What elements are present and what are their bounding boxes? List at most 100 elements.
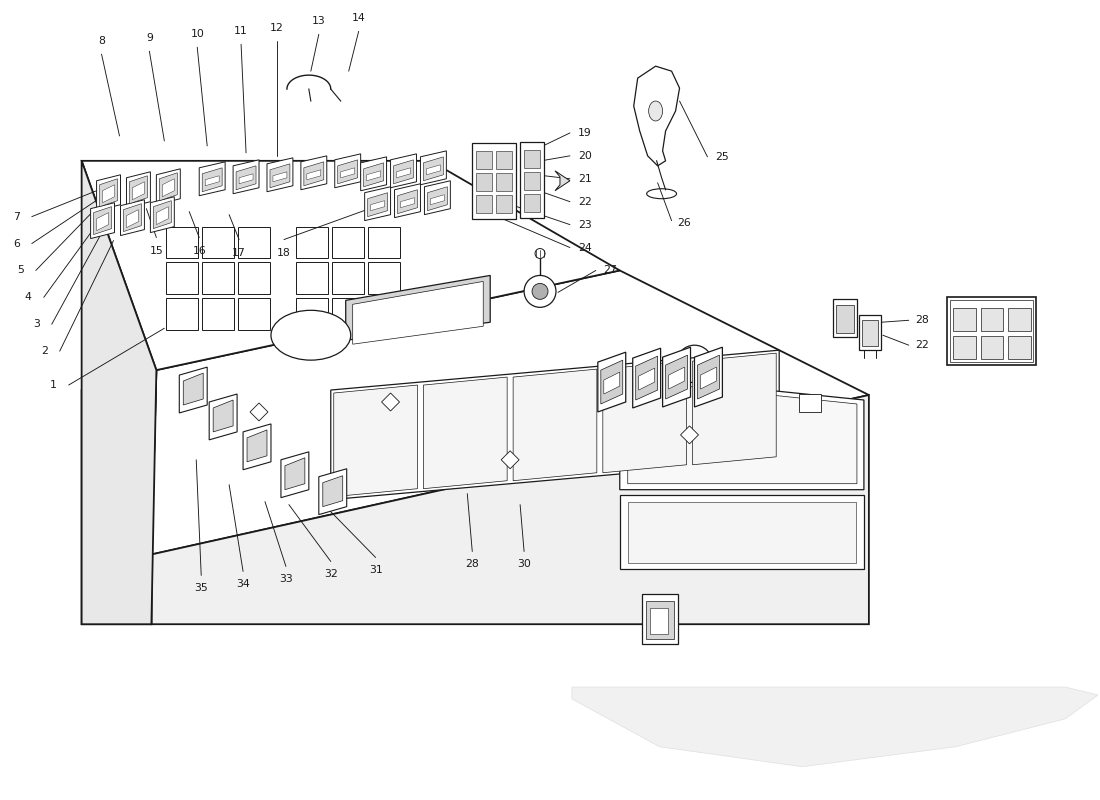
Bar xyxy=(166,262,198,294)
Text: 13: 13 xyxy=(312,16,326,26)
Text: 29: 29 xyxy=(987,320,1000,330)
Text: 27: 27 xyxy=(603,266,617,275)
Polygon shape xyxy=(94,206,111,234)
Polygon shape xyxy=(126,172,151,208)
Bar xyxy=(520,142,544,218)
Polygon shape xyxy=(382,393,399,411)
Bar xyxy=(202,262,234,294)
Polygon shape xyxy=(632,348,661,408)
Polygon shape xyxy=(364,186,390,221)
Polygon shape xyxy=(209,394,238,440)
Text: eurospares: eurospares xyxy=(140,454,368,489)
Polygon shape xyxy=(338,160,358,184)
Polygon shape xyxy=(307,170,321,180)
Text: 8: 8 xyxy=(98,36,104,46)
Polygon shape xyxy=(243,424,271,470)
Bar xyxy=(833,299,857,338)
Polygon shape xyxy=(366,170,381,181)
Polygon shape xyxy=(430,194,444,205)
Bar xyxy=(238,226,270,258)
Bar xyxy=(646,602,673,639)
Polygon shape xyxy=(301,156,327,190)
Polygon shape xyxy=(400,198,415,208)
Polygon shape xyxy=(285,458,305,490)
Polygon shape xyxy=(619,375,864,490)
Bar xyxy=(332,262,364,294)
Bar xyxy=(296,226,328,258)
Polygon shape xyxy=(236,166,256,190)
Bar xyxy=(1009,336,1032,359)
Polygon shape xyxy=(163,178,174,197)
Text: 30: 30 xyxy=(517,559,531,570)
Polygon shape xyxy=(184,373,204,405)
Polygon shape xyxy=(666,355,688,399)
Bar xyxy=(524,194,540,212)
Bar xyxy=(202,226,234,258)
Text: 24: 24 xyxy=(578,242,592,253)
Polygon shape xyxy=(280,452,309,498)
Text: 33: 33 xyxy=(279,574,293,584)
Polygon shape xyxy=(213,400,233,432)
Polygon shape xyxy=(97,174,121,210)
Text: 18: 18 xyxy=(277,247,290,258)
Bar xyxy=(202,298,234,330)
Polygon shape xyxy=(603,361,686,473)
Polygon shape xyxy=(179,367,207,413)
Polygon shape xyxy=(100,178,118,206)
Bar xyxy=(332,298,364,330)
Polygon shape xyxy=(341,168,354,178)
Polygon shape xyxy=(156,169,180,205)
Bar xyxy=(476,151,492,169)
Polygon shape xyxy=(206,176,219,186)
Polygon shape xyxy=(639,368,654,390)
Polygon shape xyxy=(424,377,507,489)
Polygon shape xyxy=(81,161,156,624)
Text: 9: 9 xyxy=(146,34,153,43)
Polygon shape xyxy=(390,154,417,188)
Polygon shape xyxy=(693,353,777,465)
Polygon shape xyxy=(420,151,447,185)
Text: 20: 20 xyxy=(578,151,592,161)
Text: 26: 26 xyxy=(678,218,691,228)
Circle shape xyxy=(524,275,556,307)
Polygon shape xyxy=(81,161,619,370)
Polygon shape xyxy=(425,181,450,214)
Polygon shape xyxy=(697,355,719,399)
Bar xyxy=(296,262,328,294)
Polygon shape xyxy=(601,360,623,404)
Bar xyxy=(166,298,198,330)
Polygon shape xyxy=(153,201,172,229)
Bar xyxy=(332,226,364,258)
Polygon shape xyxy=(681,426,698,444)
Text: 4: 4 xyxy=(25,292,32,302)
Bar xyxy=(980,336,1003,359)
Bar xyxy=(166,226,198,258)
Polygon shape xyxy=(273,172,287,182)
Bar xyxy=(496,173,513,190)
Polygon shape xyxy=(502,451,519,469)
Text: eurospares: eurospares xyxy=(632,574,861,608)
Bar xyxy=(619,494,864,570)
Text: 23: 23 xyxy=(578,220,592,230)
Bar xyxy=(1009,308,1032,331)
Bar xyxy=(862,320,878,346)
Text: 1: 1 xyxy=(50,380,57,390)
Bar xyxy=(496,151,513,169)
Polygon shape xyxy=(333,385,418,497)
Polygon shape xyxy=(121,200,144,235)
Ellipse shape xyxy=(649,101,662,121)
Polygon shape xyxy=(371,201,385,210)
Polygon shape xyxy=(250,403,268,421)
Bar xyxy=(524,150,540,168)
Polygon shape xyxy=(397,190,418,214)
Polygon shape xyxy=(267,158,293,192)
Text: 16: 16 xyxy=(192,246,206,255)
Bar xyxy=(524,172,540,190)
Bar xyxy=(980,308,1003,331)
Polygon shape xyxy=(160,173,177,201)
Bar xyxy=(799,394,821,412)
Polygon shape xyxy=(604,372,619,394)
Polygon shape xyxy=(513,369,597,481)
Polygon shape xyxy=(628,380,857,484)
Polygon shape xyxy=(81,370,156,624)
